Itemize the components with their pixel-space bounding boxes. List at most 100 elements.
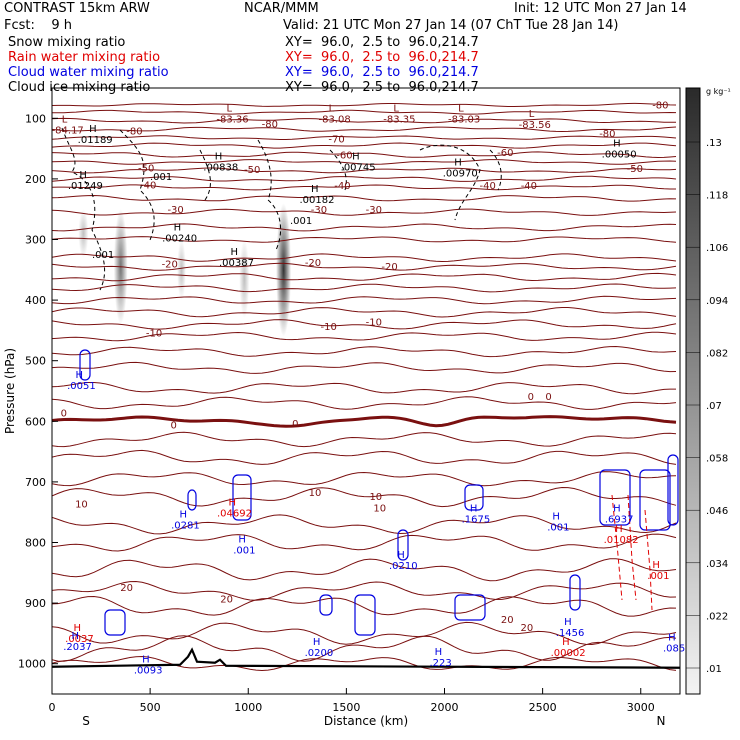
isotherm-line — [52, 533, 677, 552]
x-tick-label: 2500 — [529, 701, 557, 714]
isotherm-label: -10 — [146, 328, 162, 339]
cloud-water-contour — [454, 594, 486, 621]
isotherm-line — [52, 184, 676, 191]
extremum-value: .2037 — [63, 642, 92, 653]
y-tick-label: 1000 — [18, 658, 46, 671]
isotherm-line — [52, 135, 677, 140]
extremum-value: .04692 — [217, 508, 252, 519]
extremum-marker: H — [230, 247, 238, 258]
isotherm-label: -30 — [311, 205, 327, 216]
isotherm-label: -20 — [381, 262, 397, 273]
isotherm-label: -40 — [480, 181, 496, 192]
cloud-water-contour — [599, 469, 631, 526]
extremum-marker: H — [352, 151, 360, 162]
extremum-value: -84.17 — [52, 125, 84, 136]
isotherm-label: -20 — [305, 258, 321, 269]
isotherm-label: -80 — [599, 129, 615, 140]
y-axis-label: Pressure (hPa) — [3, 348, 17, 434]
isotherm-label: -80 — [262, 119, 278, 130]
isotherm-line — [52, 361, 677, 374]
isotherm-label: -10 — [366, 318, 382, 329]
extremum-value: .00182 — [299, 195, 334, 206]
isotherm-line — [52, 396, 677, 410]
isotherm-line — [52, 262, 677, 271]
isotherm-label: -40 — [521, 181, 537, 192]
isotherm-line — [52, 109, 677, 115]
isotherm-label: 10 — [369, 492, 382, 503]
isotherm-line — [52, 167, 677, 174]
extremum-value: .00050 — [602, 150, 637, 161]
isotherm-line — [52, 655, 677, 672]
isotherm-line — [52, 142, 677, 149]
y-tick-label: 700 — [25, 476, 46, 489]
x-tick-label: 0 — [49, 701, 56, 714]
south-label: S — [82, 714, 90, 728]
isotherm-line — [52, 126, 677, 133]
extremum-marker: L — [458, 104, 464, 115]
extremum-value: .0281 — [171, 521, 200, 532]
snow-shading — [177, 239, 186, 301]
extremum-value: .00970 — [443, 168, 478, 179]
cloud-water-contour — [464, 484, 484, 511]
isotherm-label: 20 — [501, 615, 514, 626]
extremum-value: .00745 — [341, 162, 376, 173]
colorbar-tick-label: .106 — [706, 243, 728, 254]
y-tick-label: 600 — [25, 415, 46, 428]
x-tick-label: 3000 — [627, 701, 655, 714]
y-tick-label: 500 — [25, 355, 46, 368]
extremum-marker: H — [89, 124, 97, 135]
isotherm-label: -70 — [328, 135, 344, 146]
extremum-value: .1456 — [556, 628, 585, 639]
rain-water-contour — [627, 494, 637, 601]
isotherm-line — [52, 595, 677, 617]
isotherm-label: -30 — [366, 205, 382, 216]
cloud-ice-contour — [489, 149, 502, 191]
extremum-marker: H — [75, 370, 83, 381]
isotherm-label: -40 — [334, 181, 350, 192]
extremum-marker: H — [238, 534, 246, 545]
isotherm-line — [52, 307, 677, 318]
extremum-value: .0200 — [305, 648, 334, 659]
extremum-marker: H — [215, 151, 223, 162]
extremum-marker: H — [564, 617, 572, 628]
y-tick-label: 800 — [25, 537, 46, 550]
terrain-surface — [52, 647, 680, 669]
extremum-value: .0093 — [134, 665, 163, 676]
colorbar-tick-label: .07 — [706, 401, 722, 412]
isotherm-line — [52, 253, 677, 263]
rain-water-contour — [644, 509, 653, 611]
extremum-marker: H — [470, 504, 478, 515]
extremum-value: .0210 — [389, 561, 418, 572]
cloud-ice-contour — [419, 144, 481, 221]
cloud-ice-contour — [61, 127, 106, 291]
isotherm-line — [52, 580, 677, 601]
isotherm-label: -50 — [627, 164, 643, 175]
colorbar-tick-label: .046 — [706, 506, 728, 517]
isotherm-line — [52, 175, 677, 182]
cloud-ice-label: .001 — [92, 250, 114, 261]
extremum-marker: H — [668, 633, 676, 644]
extremum-marker: H — [72, 631, 80, 642]
isotherm-label: 20 — [220, 594, 233, 605]
extremum-marker: L — [62, 114, 68, 125]
isotherm-label: -50 — [244, 165, 260, 176]
cloud-water-contour — [104, 609, 126, 636]
isotherm-line — [52, 635, 677, 662]
extremum-marker: H — [652, 560, 660, 571]
cloud-water-contour — [397, 529, 409, 561]
field-label-rain: Rain water mixing ratio — [8, 50, 161, 65]
extremum-marker: H — [229, 497, 237, 508]
extremum-value: .00838 — [203, 162, 238, 173]
extremum-value: -83.03 — [448, 115, 480, 126]
extremum-value: .0051 — [67, 381, 96, 392]
cloud-water-contour — [319, 594, 333, 616]
isotherm-line — [52, 486, 677, 508]
extremum-value: .001 — [647, 571, 669, 582]
isotherm-label: -10 — [321, 322, 337, 333]
colorbar-tick-label: .082 — [706, 348, 728, 359]
isotherm-line — [52, 283, 677, 293]
cloud-ice-contour — [199, 149, 211, 201]
extremum-marker: H — [613, 139, 621, 150]
isotherm-label: 20 — [120, 583, 133, 594]
extremum-value: .085 — [663, 644, 685, 655]
